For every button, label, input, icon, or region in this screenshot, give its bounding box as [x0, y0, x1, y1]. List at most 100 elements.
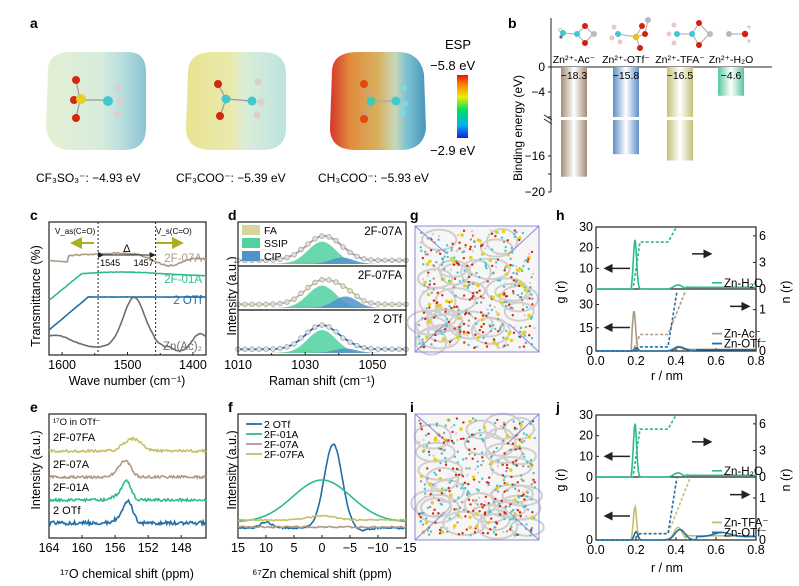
- tick-label-y-right: 0: [759, 470, 766, 484]
- atom: [453, 455, 457, 458]
- panel-label-i: i: [410, 399, 414, 415]
- atom: [422, 511, 425, 515]
- atom: [505, 463, 509, 467]
- atom: [515, 464, 519, 467]
- md-box-edge: [414, 225, 448, 255]
- atom: [502, 426, 505, 429]
- atom: [451, 430, 454, 434]
- atom: [432, 316, 436, 319]
- atom: [518, 495, 521, 499]
- atom: [512, 463, 515, 466]
- axis-label-y-left-j: g (r): [554, 469, 568, 492]
- atom: [439, 252, 442, 256]
- series-line-c: [48, 271, 206, 301]
- atom: [518, 238, 521, 242]
- axis-label-y-b: Binding energy (eV): [511, 75, 525, 181]
- atom: [492, 323, 495, 327]
- tick-label-x-c: 1400: [179, 358, 207, 372]
- atom: [503, 517, 506, 521]
- atom: [504, 264, 509, 269]
- atom: [480, 437, 484, 441]
- atom: [447, 279, 451, 282]
- atom: [483, 511, 487, 514]
- hydrogen-atom: [401, 85, 407, 91]
- atom: [469, 313, 472, 316]
- atom: [489, 528, 492, 531]
- atom: [526, 260, 529, 263]
- panel-a: a CF₃SO₃⁻: −4.93 eV: [30, 15, 476, 185]
- atom: [529, 528, 533, 532]
- atom: [521, 299, 524, 302]
- atom: [420, 249, 423, 253]
- atom: [453, 500, 456, 503]
- bar-value-label-b: −15.8: [613, 70, 640, 82]
- atom: [502, 421, 506, 424]
- atom: [514, 459, 518, 462]
- data-point-d: [368, 300, 374, 306]
- atom: [460, 233, 464, 237]
- atom: [462, 256, 466, 260]
- tick-label-y-right: 3: [759, 255, 766, 269]
- atom: [533, 436, 536, 440]
- atom: [443, 448, 446, 452]
- atom: [508, 528, 512, 531]
- atom: [503, 293, 506, 296]
- atom: [503, 490, 506, 493]
- atom: [475, 322, 478, 325]
- atom: [518, 346, 521, 349]
- atom: [478, 510, 481, 513]
- atom: [490, 497, 494, 500]
- atom: [468, 298, 472, 301]
- atom: [426, 286, 430, 289]
- series-line-f: [237, 443, 407, 532]
- atom: [523, 286, 526, 289]
- atom: [475, 488, 479, 491]
- atom: [468, 448, 471, 451]
- axis-label-y-right-h: n (r): [779, 281, 793, 304]
- atom: [437, 511, 440, 515]
- atom: [446, 251, 449, 254]
- category-label-b: Zn²⁺-TFA⁻: [655, 54, 705, 66]
- atom: [473, 447, 476, 451]
- atom: [496, 473, 499, 476]
- atom: [421, 317, 424, 320]
- atom: [502, 530, 505, 534]
- atom: [484, 261, 487, 264]
- data-point-d: [312, 236, 318, 242]
- atom: [428, 279, 432, 283]
- atom: [455, 507, 458, 511]
- tick-label-x: 0.4: [667, 543, 684, 557]
- atom: [486, 532, 490, 535]
- atom: [533, 428, 536, 431]
- series-line-f: [238, 525, 407, 529]
- atom: [487, 312, 490, 315]
- atom: [518, 523, 521, 526]
- data-point-d: [340, 244, 346, 250]
- atom: [468, 452, 471, 456]
- data-point-d: [382, 257, 388, 263]
- data-point-d: [389, 301, 395, 307]
- atom: [455, 467, 459, 471]
- atom: [438, 528, 442, 532]
- axis-label-y-right-j: n (r): [779, 469, 793, 492]
- atom: [426, 506, 430, 510]
- data-point-d: [249, 301, 255, 307]
- atom: [503, 269, 506, 272]
- md-box-edge: [414, 323, 446, 353]
- atom: [452, 527, 456, 530]
- atom: [457, 262, 460, 265]
- atom: [494, 230, 499, 235]
- atom: [456, 450, 460, 453]
- atom: [450, 306, 453, 310]
- data-point-d: [305, 329, 311, 335]
- atom: [494, 488, 497, 492]
- legend-label-f: 2F-01A: [264, 429, 298, 441]
- atom: [525, 495, 529, 498]
- atom: [428, 259, 432, 264]
- atom: [483, 500, 487, 503]
- atom: [527, 465, 530, 468]
- panel-g: g: [406, 207, 540, 356]
- atom: [423, 492, 427, 495]
- atom: [522, 264, 525, 268]
